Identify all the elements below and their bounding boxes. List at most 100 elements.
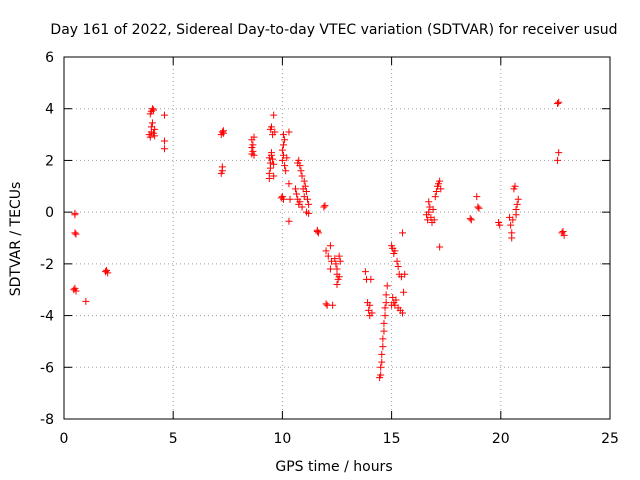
- data-point-marker: [279, 195, 287, 203]
- data-point-marker: [513, 200, 521, 208]
- data-point-marker: [336, 257, 344, 265]
- y-tick-label: -4: [40, 309, 54, 325]
- data-point-marker: [432, 187, 440, 195]
- data-point-marker: [378, 358, 386, 366]
- data-point-marker: [324, 252, 332, 260]
- data-point-marker: [437, 185, 445, 193]
- y-tick-label: 6: [45, 50, 54, 66]
- x-tick-label: 15: [383, 431, 401, 447]
- data-point-marker: [401, 270, 409, 278]
- data-point-marker: [333, 281, 341, 289]
- y-axis-label: SDTVAR / TECUs: [8, 182, 24, 297]
- data-point-marker: [466, 215, 474, 223]
- data-point-marker: [278, 156, 286, 164]
- axis-ticks: 0 5 10 15 20 25 -8 -6 -4 -2 0 2 4 6: [40, 50, 619, 447]
- data-point-marker: [278, 146, 286, 154]
- data-point-marker: [218, 128, 226, 136]
- data-point-marker: [377, 371, 385, 379]
- data-point-marker: [148, 119, 156, 127]
- data-point-marker: [218, 163, 226, 171]
- data-point-marker: [326, 242, 334, 250]
- data-point-marker: [270, 172, 278, 180]
- data-point-marker: [335, 252, 343, 260]
- data-point-marker: [431, 193, 439, 201]
- data-point-marker: [389, 293, 397, 301]
- data-point-marker: [380, 327, 388, 335]
- data-point-marker: [467, 216, 475, 224]
- data-point-marker: [512, 211, 520, 219]
- data-point-marker: [436, 243, 444, 251]
- x-tick-label: 10: [273, 431, 291, 447]
- data-point-marker: [361, 268, 369, 276]
- data-point-marker: [379, 343, 387, 351]
- data-point-marker: [554, 156, 562, 164]
- data-point-marker: [559, 228, 567, 236]
- data-point-marker: [249, 147, 257, 155]
- x-tick-label: 20: [492, 431, 510, 447]
- data-point-marker: [300, 177, 308, 185]
- data-point-marker: [250, 151, 258, 159]
- data-point-marker: [394, 262, 402, 270]
- data-point-marker: [279, 131, 287, 139]
- data-point-marker: [286, 195, 294, 203]
- data-point-marker: [399, 309, 407, 317]
- data-point-marker: [150, 106, 158, 114]
- data-point-marker: [382, 291, 390, 299]
- data-point-marker: [368, 309, 376, 317]
- data-point-marker: [160, 137, 168, 145]
- data-point-marker: [219, 129, 227, 137]
- y-tick-label: 2: [45, 153, 54, 169]
- data-point-marker: [302, 187, 310, 195]
- data-point-marker: [379, 335, 387, 343]
- data-point-marker: [285, 128, 293, 136]
- data-point-marker: [508, 234, 516, 242]
- data-point-marker: [267, 123, 275, 131]
- data-point-marker: [321, 202, 329, 210]
- data-point-marker: [295, 156, 303, 164]
- data-point-marker: [391, 247, 399, 255]
- data-point-marker: [249, 141, 257, 149]
- data-point-marker: [160, 145, 168, 153]
- y-tick-label: -2: [40, 257, 54, 273]
- data-point-marker: [285, 217, 293, 225]
- data-point-marker: [560, 231, 568, 239]
- data-point-marker: [71, 229, 79, 237]
- data-point-marker: [473, 193, 481, 201]
- data-point-marker: [555, 149, 563, 157]
- data-point-marker: [160, 111, 168, 119]
- data-points: [70, 98, 568, 382]
- chart-title: Day 161 of 2022, Sidereal Day-to-day VTE…: [50, 22, 617, 38]
- data-point-marker: [326, 265, 334, 273]
- data-point-marker: [72, 230, 80, 238]
- x-tick-label: 5: [169, 431, 178, 447]
- data-point-marker: [304, 195, 312, 203]
- x-tick-label: 0: [60, 431, 69, 447]
- data-point-marker: [388, 301, 396, 309]
- data-point-marker: [266, 159, 274, 167]
- data-point-marker: [104, 269, 112, 277]
- data-point-marker: [507, 221, 515, 229]
- data-point-marker: [283, 154, 291, 162]
- data-point-marker: [285, 180, 293, 188]
- data-point-marker: [399, 229, 407, 237]
- data-point-marker: [381, 304, 389, 312]
- data-point-marker: [296, 198, 304, 206]
- data-point-marker: [298, 172, 306, 180]
- data-point-marker: [82, 297, 90, 305]
- data-point-marker: [425, 198, 433, 206]
- data-point-marker: [383, 282, 391, 290]
- y-tick-label: -6: [40, 360, 54, 376]
- data-point-marker: [332, 260, 340, 268]
- x-axis-label: GPS time / hours: [275, 459, 392, 475]
- data-point-marker: [475, 204, 483, 212]
- data-point-marker: [554, 100, 562, 108]
- data-point-marker: [271, 128, 279, 136]
- data-point-marker: [377, 363, 385, 371]
- y-tick-label: 0: [45, 205, 54, 221]
- data-point-marker: [313, 228, 321, 236]
- data-point-marker: [301, 182, 309, 190]
- data-point-marker: [474, 203, 482, 211]
- data-point-marker: [151, 125, 159, 133]
- data-point-marker: [400, 288, 408, 296]
